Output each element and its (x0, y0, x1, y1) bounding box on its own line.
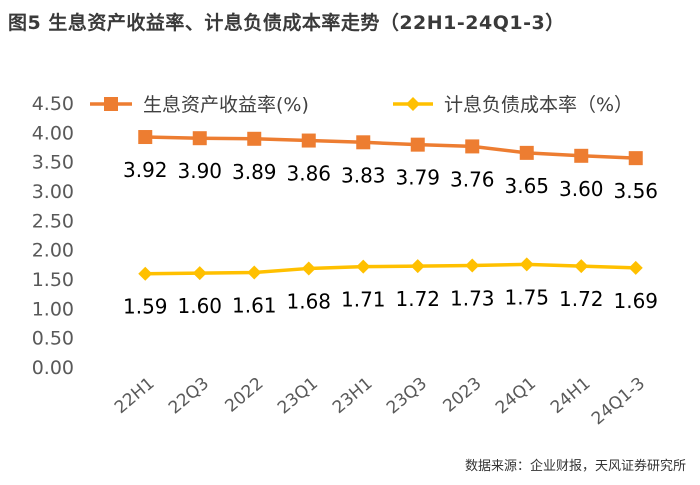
x-tick-label: 23Q1 (274, 374, 322, 419)
series-2-data-label: 1.71 (341, 288, 386, 312)
series-2-data-label: 1.68 (286, 289, 331, 313)
series-1-marker (356, 135, 371, 150)
series-2-marker (192, 266, 207, 281)
series-1-marker (574, 148, 589, 163)
series-2-marker (465, 258, 480, 273)
series-2-data-label: 1.59 (123, 295, 168, 319)
legend-label-1: 生息资产收益率(%) (143, 94, 309, 116)
series-1-data-label: 3.76 (450, 167, 495, 191)
source-note: 数据来源：企业财报，天风证券研究所 (464, 459, 686, 474)
series-1-data-label: 3.65 (504, 174, 549, 198)
series-2-line (145, 262, 636, 276)
series-1-marker (301, 133, 316, 148)
series-2-data-label: 1.69 (613, 289, 658, 313)
series-1-data-label: 3.92 (123, 158, 168, 182)
x-tick-label: 24H1 (547, 374, 595, 418)
series-2-data-label: 1.72 (559, 287, 604, 311)
y-tick-label: 4.50 (32, 93, 74, 115)
series-2-marker (628, 260, 643, 275)
series-2-marker (138, 266, 153, 281)
x-tick-label: 23Q3 (383, 374, 431, 419)
series-2-data-label: 1.75 (504, 285, 549, 309)
x-tick-label: 23H1 (329, 374, 377, 418)
x-tick-label: 22Q3 (165, 374, 213, 419)
series-1-marker (247, 131, 262, 146)
y-tick-label: 3.50 (32, 152, 74, 174)
series-2-data-label: 1.72 (395, 287, 440, 311)
series-1-data-label: 3.83 (341, 163, 386, 187)
series-1-line (145, 135, 636, 160)
x-tick-label: 24Q1 (492, 374, 540, 419)
line-chart: 0.00 0.50 1.00 1.50 2.00 2.50 3.00 3.50 4.00 4.50… (32, 93, 658, 430)
y-tick-label: 0.50 (32, 328, 74, 350)
series-2-marker (519, 257, 534, 272)
y-tick-label: 1.50 (32, 269, 74, 291)
series-1-marker (628, 151, 643, 166)
series-1-data-label: 3.60 (559, 177, 604, 201)
series-2-data-label: 1.61 (232, 294, 277, 318)
legend-marker-1 (104, 97, 118, 111)
x-tick-label: 24Q1-3 (588, 374, 649, 430)
x-tick-label: 2022 (221, 374, 267, 417)
series-1-marker (138, 130, 153, 145)
legend-marker-2 (406, 97, 420, 111)
series-2-marker (574, 259, 589, 274)
figure-title: 图5 生息资产收益率、计息负债成本率走势（22H1-24Q1-3） (8, 12, 565, 34)
x-tick-label: 2023 (439, 374, 485, 417)
series-1-data-label: 3.79 (395, 166, 440, 190)
series-2-marker (247, 265, 262, 280)
legend-label-2: 计息负债成本率（%） (444, 94, 633, 116)
series-1-data-label: 3.90 (177, 159, 222, 183)
y-tick-label: 1.00 (32, 298, 74, 320)
series-2-marker (410, 259, 425, 274)
y-tick-label: 2.50 (32, 210, 74, 232)
series-2-data-label: 1.60 (177, 294, 222, 318)
series-2-marker (356, 259, 371, 274)
y-tick-label: 0.00 (32, 357, 74, 379)
series-1-data-label: 3.56 (613, 179, 658, 203)
series-1-data-label: 3.89 (232, 160, 277, 184)
series-2-marker (301, 261, 316, 276)
series-1-data-label: 3.86 (286, 162, 331, 186)
y-tick-label: 2.00 (32, 240, 74, 262)
series-1-marker (519, 145, 534, 160)
series-1-marker (465, 139, 480, 154)
series-1-marker (192, 131, 207, 146)
y-tick-label: 4.00 (32, 122, 74, 144)
y-tick-label: 3.00 (32, 181, 74, 203)
series-2-data-label: 1.73 (450, 287, 495, 311)
x-tick-label: 22H1 (111, 374, 159, 418)
series-1-marker (410, 137, 425, 152)
